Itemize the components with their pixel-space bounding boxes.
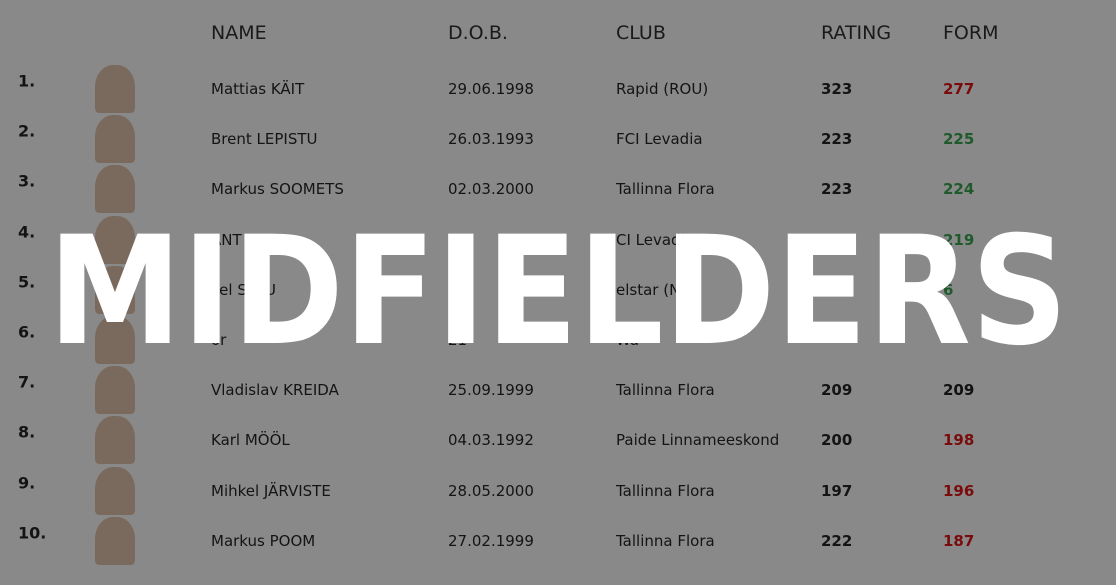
- form: 187: [943, 531, 975, 550]
- row-number: 5.: [18, 272, 36, 292]
- date-of-birth: 04.03.1992: [448, 431, 534, 450]
- form: 198: [943, 431, 975, 450]
- date-of-birth: 26.03.1993: [448, 130, 534, 149]
- row-number: 6.: [18, 322, 36, 342]
- player-name: Karl MÖÖL: [211, 431, 290, 450]
- date-of-birth: 25.09.1999: [448, 381, 534, 400]
- club: Tallinna Flora: [616, 531, 715, 550]
- form: 225: [943, 130, 975, 149]
- club: Tallinna Flora: [616, 481, 715, 500]
- club: Tallinna Flora: [616, 180, 715, 199]
- player-photo: [95, 115, 135, 164]
- row-number: 10.: [18, 523, 47, 543]
- form: 219: [943, 230, 975, 249]
- rating: 223: [821, 130, 853, 149]
- club: CI Levadi: [616, 230, 685, 249]
- rating: 222: [821, 531, 853, 550]
- player-name: Vladislav KREIDA: [211, 381, 339, 400]
- player-name: or: [211, 331, 227, 349]
- rating: 223: [821, 180, 853, 199]
- overlay-title: MIDFIELDERS: [48, 205, 1068, 379]
- date-of-birth: 28.05.2000: [448, 481, 534, 500]
- player-photo: [95, 416, 135, 465]
- player-name: Brent LEPISTU: [211, 130, 318, 149]
- rating: 323: [821, 80, 853, 98]
- player-name: Mattias KÄIT: [211, 80, 305, 98]
- player-name: Markus POOM: [211, 531, 316, 550]
- date-of-birth: 05.: [448, 230, 472, 249]
- column-header: NAME: [211, 22, 267, 44]
- rating: 197: [821, 481, 853, 500]
- row-number: 2.: [18, 121, 36, 141]
- column-header: FORM: [943, 22, 999, 44]
- player-photo: [95, 366, 135, 415]
- player-photo: [95, 165, 135, 214]
- player-photo: [95, 265, 135, 314]
- club: Paide Linnameeskond: [616, 431, 780, 450]
- column-header: D.O.B.: [448, 22, 508, 44]
- player-name: Mihkel JÄRVISTE: [211, 481, 331, 500]
- player-name: ANT: [211, 230, 242, 249]
- player-photo: [95, 516, 135, 565]
- player-photo: [95, 466, 135, 515]
- row-number: 9.: [18, 473, 36, 493]
- row-number: 7.: [18, 372, 36, 392]
- form: 196: [943, 481, 975, 500]
- rating: 209: [821, 381, 853, 400]
- row-number: 4.: [18, 222, 36, 242]
- date-of-birth: 21: [448, 331, 468, 349]
- date-of-birth: 08.: [448, 280, 472, 299]
- player-name: Markus SOOMETS: [211, 180, 344, 199]
- date-of-birth: 27.02.1999: [448, 531, 534, 550]
- player-name: kel SALU: [211, 280, 276, 299]
- rating: 200: [821, 431, 853, 450]
- club: Wa: [616, 331, 640, 349]
- club: Tallinna Flora: [616, 381, 715, 400]
- player-photo: [95, 215, 135, 264]
- row-number: 8.: [18, 422, 36, 442]
- row-number: 1.: [18, 71, 36, 91]
- form: 6: [943, 280, 954, 299]
- player-photo: [95, 65, 135, 113]
- form: 209: [943, 381, 975, 400]
- player-photo: [95, 316, 135, 364]
- club: FCI Levadia: [616, 130, 703, 149]
- club: Rapid (ROU): [616, 80, 709, 98]
- date-of-birth: 29.06.1998: [448, 80, 534, 98]
- form: 224: [943, 180, 975, 199]
- club: elstar (N: [616, 280, 681, 299]
- form: 277: [943, 80, 975, 98]
- date-of-birth: 02.03.2000: [448, 180, 534, 199]
- column-header: RATING: [821, 22, 892, 44]
- column-header: CLUB: [616, 22, 666, 44]
- row-number: 3.: [18, 171, 36, 191]
